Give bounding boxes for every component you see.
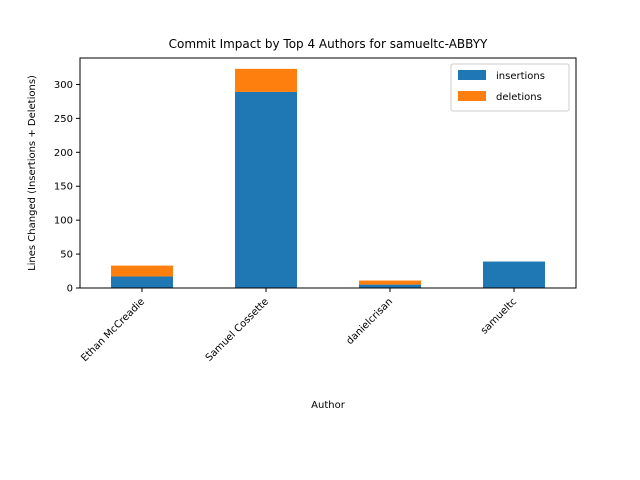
bar-deletions-2	[359, 280, 421, 285]
bar-insertions-2	[359, 284, 421, 288]
y-tick-label: 200	[54, 148, 73, 159]
y-axis-label: Lines Changed (Insertions + Deletions)	[27, 75, 38, 271]
legend-swatch-deletions	[458, 91, 486, 101]
plot-frame	[79, 57, 577, 289]
y-tick-label: 50	[60, 250, 73, 261]
y-axis: 0 50 100 150 200 250 300	[54, 80, 80, 295]
bar-insertions-1	[235, 91, 297, 288]
bar-insertions-0	[111, 276, 173, 288]
bar-insertions-3	[483, 261, 545, 288]
y-tick-label: 150	[54, 182, 73, 193]
chart-title: Commit Impact by Top 4 Authors for samue…	[169, 37, 488, 51]
legend-label-deletions: deletions	[496, 92, 542, 103]
bar-deletions-0	[111, 265, 173, 277]
bar-deletions-1	[235, 68, 297, 92]
y-tick-label: 300	[54, 80, 73, 91]
bars-group	[111, 68, 545, 288]
y-tick-label: 250	[54, 114, 73, 125]
y-tick-label: 0	[67, 284, 73, 295]
legend-swatch-insertions	[458, 70, 486, 80]
x-axis-label: Author	[311, 400, 346, 411]
legend: insertions deletions	[450, 63, 570, 112]
legend-label-insertions: insertions	[496, 71, 545, 82]
y-tick-label: 100	[54, 216, 73, 227]
